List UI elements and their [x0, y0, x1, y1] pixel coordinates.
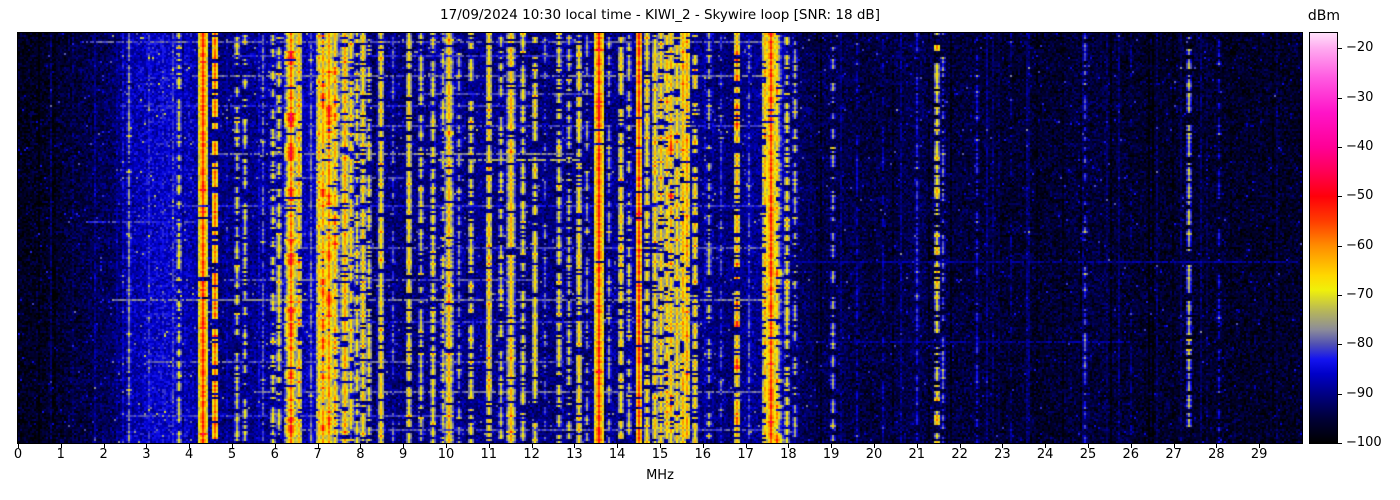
colorbar-tick-label: −20 — [1346, 40, 1374, 56]
x-tick-label: 22 — [951, 447, 968, 462]
x-tick-label: 6 — [270, 447, 279, 462]
x-tick-label: 19 — [822, 447, 840, 462]
x-tick-label: 11 — [480, 447, 498, 462]
x-tick — [831, 444, 833, 448]
x-tick-label: 0 — [13, 447, 23, 462]
colorbar-tick-label: −50 — [1346, 188, 1374, 204]
x-tick — [446, 444, 447, 448]
colorbar-tick — [1338, 443, 1342, 444]
colorbar-tick-label: −40 — [1346, 138, 1374, 154]
colorbar-tick — [1338, 294, 1342, 296]
x-tick — [531, 444, 533, 448]
x-tick-label: 13 — [566, 447, 583, 462]
colorbar-tick-label: −90 — [1346, 385, 1374, 401]
x-tick — [146, 444, 148, 448]
x-tick — [1173, 444, 1175, 448]
x-tick-label: 5 — [227, 447, 237, 462]
colorbar-tick-label: −100 — [1346, 435, 1382, 450]
x-tick-label: 21 — [908, 447, 926, 462]
x-tick-label: 2 — [99, 447, 108, 462]
x-tick-label: 15 — [651, 447, 669, 462]
x-tick — [959, 444, 961, 448]
x-tick-label: 18 — [780, 447, 797, 462]
x-tick — [745, 444, 747, 448]
x-tick-label: 20 — [865, 447, 883, 462]
x-tick — [702, 444, 704, 448]
x-tick-label: 17 — [737, 447, 754, 462]
x-tick — [274, 444, 276, 448]
x-tick-label: 10 — [437, 447, 455, 462]
colorbar-tick-label: −80 — [1346, 336, 1374, 352]
colorbar-tick-label: −60 — [1346, 237, 1374, 253]
colorbar-tick-label: −30 — [1346, 89, 1374, 105]
x-tick-label: 29 — [1250, 447, 1268, 462]
x-tick — [189, 444, 191, 448]
x-tick — [403, 444, 405, 448]
x-tick — [574, 444, 576, 448]
x-tick-label: 28 — [1208, 447, 1225, 462]
colorbar-tick — [1338, 97, 1342, 99]
colorbar-tick-label: −70 — [1346, 286, 1374, 302]
colorbar-tick — [1338, 146, 1342, 148]
x-tick — [916, 444, 918, 448]
x-tick-label: 12 — [523, 447, 540, 462]
spectrogram-canvas — [18, 33, 1302, 443]
x-tick — [1130, 444, 1132, 448]
x-tick — [103, 444, 105, 448]
x-tick — [1002, 444, 1004, 448]
x-tick-label: 8 — [356, 447, 365, 462]
x-tick-label: 3 — [142, 447, 151, 462]
plot-title: 17/09/2024 10:30 local time - KIWI_2 - S… — [440, 7, 880, 23]
x-tick — [788, 444, 790, 448]
x-tick-label: 16 — [694, 447, 712, 462]
x-tick — [1216, 444, 1218, 448]
x-tick — [317, 444, 319, 448]
x-tick-label: 14 — [608, 447, 626, 462]
x-tick — [360, 444, 362, 448]
x-axis-label: MHz — [646, 468, 674, 483]
x-tick — [232, 444, 233, 448]
colorbar-tick — [1338, 393, 1342, 395]
x-tick-label: 26 — [1122, 447, 1140, 462]
colorbar-tick — [1338, 245, 1342, 247]
colorbar-tick — [1338, 48, 1342, 50]
x-tick — [60, 444, 62, 448]
x-tick-label: 23 — [994, 447, 1011, 462]
colorbar-label: dBm — [1307, 8, 1341, 24]
x-tick-label: 7 — [313, 447, 322, 462]
colorbar-tick — [1338, 196, 1342, 198]
x-tick-label: 4 — [185, 447, 194, 462]
x-tick-label: 9 — [399, 447, 408, 462]
plot-area — [17, 32, 1303, 444]
x-tick — [1045, 444, 1047, 448]
x-tick-label: 1 — [56, 447, 65, 462]
x-tick — [660, 444, 661, 448]
x-tick — [1259, 444, 1261, 448]
colorbar — [1309, 32, 1338, 444]
x-tick-label: 27 — [1165, 447, 1182, 462]
x-tick-label: 24 — [1036, 447, 1054, 462]
colorbar-tick — [1338, 344, 1342, 346]
x-tick — [874, 444, 875, 448]
x-tick — [1088, 444, 1089, 448]
x-tick — [18, 444, 19, 448]
x-tick — [617, 444, 619, 448]
x-tick — [488, 444, 490, 448]
x-tick-label: 25 — [1079, 447, 1097, 462]
